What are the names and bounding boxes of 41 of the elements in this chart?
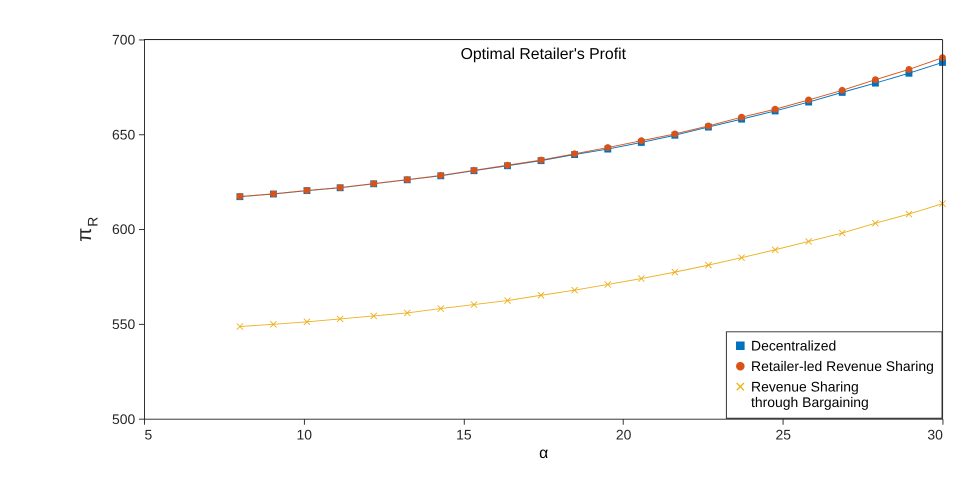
x-tick-label: 10 [296,426,312,443]
point [905,210,913,218]
point [738,254,746,262]
y-axis-title: πR [73,216,101,242]
x-tick-label: 15 [456,426,472,443]
legend-label: Decentralized [751,337,836,354]
x-tick-label: 20 [616,426,632,443]
point [671,268,678,276]
x-tick-label: 5 [144,426,153,443]
point [604,280,612,288]
y-tick-label: 600 [112,221,136,238]
x-tick-label: 25 [776,426,792,443]
point [537,292,545,299]
point [270,320,277,328]
x-tick-label: 30 [927,426,944,443]
point [470,300,478,308]
point [704,262,712,269]
point [336,315,344,323]
legend-label: Revenue Sharing through Bargaining [751,378,869,410]
point [805,238,812,245]
y-tick-label: 550 [112,316,136,332]
point [772,246,779,254]
point [404,309,411,316]
y-tick-label: 500 [112,410,136,427]
x-axis-title: α [539,445,548,462]
point [236,322,244,330]
point [638,275,645,282]
y-tick-label: 650 [112,126,136,142]
point [437,304,444,312]
y-tick-label: 700 [112,32,136,48]
legend-label: Retailer-led Revenue Sharing [751,358,934,374]
point [872,76,879,84]
point [906,66,912,73]
point [570,286,578,294]
point [504,296,512,304]
point [370,312,378,320]
point [303,318,311,326]
point [872,220,879,227]
point [938,200,946,208]
point [838,229,846,237]
chart-title: Optimal Retailer's Profit [460,46,627,63]
